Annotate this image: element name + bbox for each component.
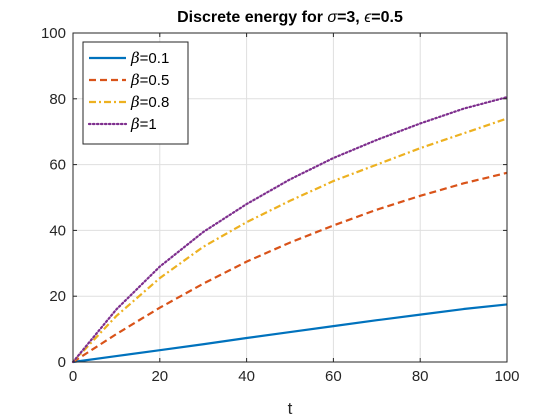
x-tick-label: 60 (325, 368, 342, 385)
legend-label-3: β=0.8 (130, 93, 169, 111)
legend-label-4: β=1 (130, 115, 157, 133)
series-line-4 (71, 96, 509, 364)
series-line-3 (72, 117, 508, 363)
title-epsilon: ϵ (364, 9, 372, 26)
title-suffix: =0.5 (371, 9, 403, 26)
y-tick-label: 80 (49, 91, 66, 108)
title-mid: =3, (337, 9, 364, 26)
y-tick-label: 40 (49, 222, 66, 239)
x-tick-label: 80 (412, 368, 429, 385)
x-tick-label: 0 (69, 368, 77, 385)
title-sigma: σ (327, 9, 338, 26)
title-prefix: Discrete energy for (177, 9, 327, 26)
x-tick-label: 40 (238, 368, 255, 385)
x-tick-label: 100 (494, 368, 519, 385)
series-line-2 (72, 171, 508, 363)
axes-box (72, 32, 508, 363)
y-tick-label: 20 (49, 288, 66, 305)
legend-label-1: β=0.1 (130, 49, 169, 67)
legend-label-2: β=0.5 (130, 71, 169, 89)
y-tick-label: 60 (49, 157, 66, 174)
y-tick-label: 100 (41, 25, 66, 42)
legend: β=0.1 β=0.5 β=0.8 β=1 (82, 41, 189, 145)
x-axis-label: t (288, 399, 293, 418)
x-tick-label: 20 (151, 368, 168, 385)
series-group (71, 96, 509, 364)
series-line-1 (72, 303, 508, 364)
chart-title: Discrete energy for σ=3, ϵ=0.5 (177, 9, 403, 26)
ticks: 0 20 40 60 80 100 0 20 40 60 80 100 (41, 25, 520, 385)
y-tick-label: 0 (58, 354, 66, 371)
